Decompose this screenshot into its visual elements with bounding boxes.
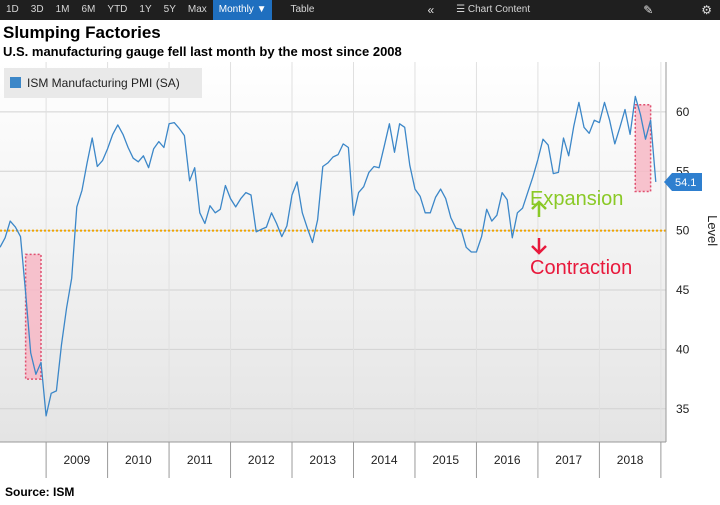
highlight-layer — [24, 104, 652, 380]
contraction-label: Contraction — [530, 257, 632, 279]
x-tick-label: 2012 — [248, 453, 275, 467]
range-1y-button[interactable]: 1Y — [139, 4, 152, 15]
expansion-annotation: Expansion — [530, 188, 623, 217]
gear-icon[interactable]: ⚙ — [701, 3, 713, 17]
chart-content-icon: ☰ — [456, 4, 466, 15]
x-tick-label: 2017 — [555, 453, 582, 467]
x-axis-band — [0, 442, 666, 478]
chart-content-menu[interactable]: ☰ Chart Content — [442, 0, 536, 20]
series-line-ism-pmi — [0, 95, 657, 417]
expansion-label: Expansion — [530, 188, 623, 210]
series-layer — [0, 95, 657, 417]
range-5y-button[interactable]: 5Y — [163, 4, 176, 15]
x-tick-label: 2015 — [432, 453, 459, 467]
y-tick-label: 50 — [676, 224, 690, 238]
x-tick-label: 2009 — [63, 453, 90, 467]
x-tick-label: 2016 — [494, 453, 521, 467]
chart-title: Slumping Factories — [3, 23, 161, 42]
last-value-text: 54.1 — [675, 177, 696, 189]
range-ytd-button[interactable]: YTD — [107, 4, 128, 15]
chart-content-label: Chart Content — [467, 4, 531, 15]
up-arrow-icon — [531, 200, 547, 217]
legend-swatch — [10, 77, 21, 88]
chart-header: Slumping Factories U.S. manufacturing ga… — [3, 22, 402, 60]
y-tick-label: 45 — [676, 283, 690, 297]
edit-icon[interactable]: ✎ — [643, 3, 654, 17]
double-chevron-left-icon[interactable]: « — [427, 3, 435, 17]
frequency-dropdown[interactable]: Monthly ▼ — [212, 0, 273, 20]
table-button[interactable]: Table — [290, 4, 315, 15]
highlight-box — [634, 104, 652, 193]
y-axis-label: Level — [705, 215, 720, 246]
x-tick-label: 2011 — [187, 453, 213, 467]
down-arrow-icon — [531, 238, 547, 255]
chart-toolbar: 1D 3D 1M 6M YTD 1Y 5Y Max Monthly ▼ Tabl… — [0, 0, 720, 20]
range-6m-button[interactable]: 6M — [81, 4, 96, 15]
chart-legend: ISM Manufacturing PMI (SA) — [4, 68, 202, 98]
highlight-box — [24, 253, 42, 380]
chart-subtitle: U.S. manufacturing gauge fell last month… — [3, 44, 402, 59]
x-tick-label: 2010 — [125, 453, 152, 467]
y-tick-label: 35 — [676, 402, 690, 416]
y-tick-label: 60 — [676, 105, 690, 119]
range-3d-button[interactable]: 3D — [30, 4, 44, 15]
range-max-button[interactable]: Max — [187, 4, 207, 15]
legend-box — [4, 68, 202, 98]
x-tick-label: 2013 — [309, 453, 336, 467]
source-note: Source: ISM — [5, 485, 75, 499]
plot-area — [0, 62, 666, 442]
last-value-badge: 54.1 — [664, 172, 702, 191]
last-value-marker — [664, 172, 702, 191]
x-tick-label: 2014 — [371, 453, 398, 467]
range-1m-button[interactable]: 1M — [55, 4, 70, 15]
y-tick-label: 40 — [676, 342, 690, 356]
range-1d-button[interactable]: 1D — [6, 4, 19, 15]
x-tick-label: 2018 — [617, 453, 644, 467]
legend-label: ISM Manufacturing PMI (SA) — [27, 76, 180, 90]
contraction-annotation: Contraction — [530, 238, 632, 279]
